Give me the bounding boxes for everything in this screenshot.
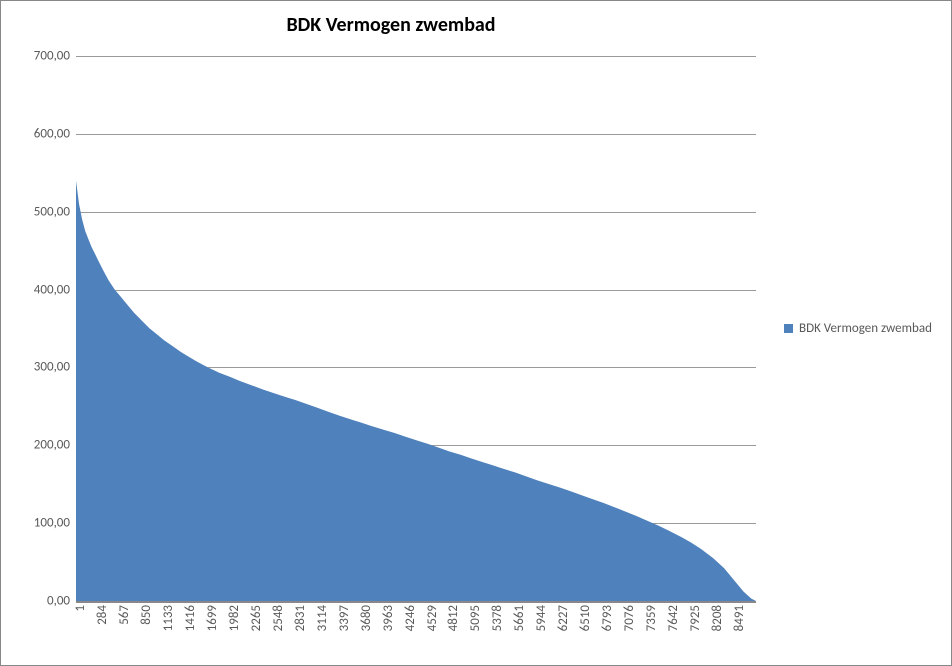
x-tick-label: 5661 [512, 601, 527, 631]
x-tick-label: 7925 [688, 601, 703, 631]
y-tick-label: 700,00 [34, 49, 70, 64]
x-tick-label: 4529 [425, 601, 440, 631]
x-tick-label: 850 [139, 601, 154, 625]
y-tick-label: 0,00 [47, 594, 70, 609]
x-tick-label: 6510 [578, 601, 593, 631]
legend-label: BDK Vermogen zwembad [799, 321, 932, 336]
x-tick-label: 1 [73, 601, 88, 612]
y-tick-label: 600,00 [34, 126, 70, 141]
legend: BDK Vermogen zwembad [784, 321, 932, 336]
x-tick-label: 3114 [315, 601, 330, 631]
x-tick-label: 7359 [644, 601, 659, 631]
chart-container: BDK Vermogen zwembad 0,00100,00200,00300… [0, 0, 952, 666]
x-tick-label: 3963 [381, 601, 396, 631]
x-tick-label: 5095 [468, 601, 483, 631]
x-tick-label: 6793 [600, 601, 615, 631]
x-tick-label: 5378 [490, 601, 505, 631]
x-tick-label: 3680 [359, 601, 374, 631]
x-tick-label: 2265 [249, 601, 264, 631]
x-tick-label: 6227 [556, 601, 571, 631]
x-tick-label: 4246 [403, 601, 418, 631]
x-tick-label: 567 [117, 601, 132, 625]
y-tick-label: 500,00 [34, 204, 70, 219]
x-tick-label: 7642 [666, 601, 681, 631]
x-tick-label: 3397 [337, 601, 352, 631]
plot-area: 0,00100,00200,00300,00400,00500,00600,00… [76, 56, 756, 603]
x-tick-label: 2548 [271, 601, 286, 631]
x-tick-label: 8491 [732, 601, 747, 631]
series-area [76, 56, 756, 601]
x-tick-label: 4812 [446, 601, 461, 631]
y-tick-label: 100,00 [34, 516, 70, 531]
y-tick-label: 200,00 [34, 438, 70, 453]
x-tick-label: 5944 [534, 601, 549, 631]
legend-swatch [784, 324, 793, 333]
x-tick-label: 1416 [183, 601, 198, 631]
x-tick-label: 1133 [161, 601, 176, 631]
y-tick-label: 400,00 [34, 282, 70, 297]
chart-title: BDK Vermogen zwembad [1, 13, 781, 37]
x-tick-label: 8208 [710, 601, 725, 631]
y-tick-label: 300,00 [34, 360, 70, 375]
x-tick-label: 284 [95, 601, 110, 625]
x-tick-label: 1982 [227, 601, 242, 631]
x-tick-label: 7076 [622, 601, 637, 631]
x-tick-label: 1699 [205, 601, 220, 631]
x-tick-label: 2831 [293, 601, 308, 631]
